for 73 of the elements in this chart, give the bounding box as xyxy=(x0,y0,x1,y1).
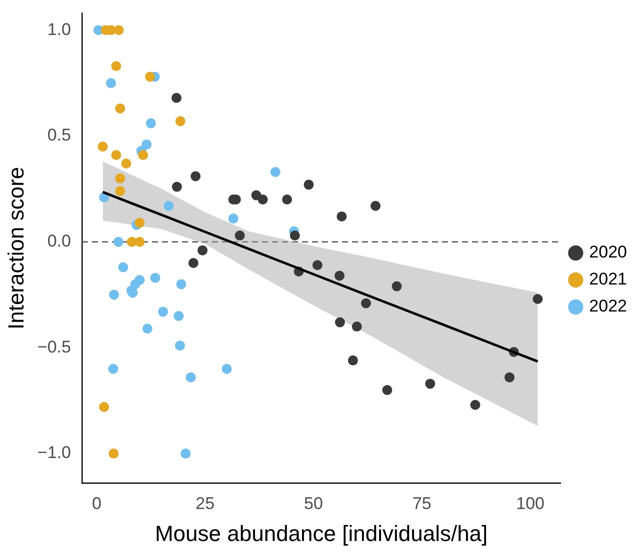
y-tick-label: −1.0 xyxy=(37,443,71,462)
point xyxy=(382,385,392,396)
point xyxy=(532,294,543,304)
y-tick-label: 0.5 xyxy=(47,126,71,145)
point xyxy=(134,218,145,228)
point xyxy=(150,272,160,283)
point xyxy=(115,173,126,184)
point xyxy=(270,166,280,177)
point xyxy=(174,310,184,321)
legend-label: 2021 xyxy=(589,270,628,289)
x-axis-title: Mouse abundance [individuals/ha] xyxy=(154,520,488,546)
point xyxy=(99,402,110,412)
point xyxy=(222,364,232,374)
point xyxy=(258,194,268,205)
point xyxy=(175,116,186,126)
point xyxy=(108,364,118,374)
x-tick-label: 50 xyxy=(304,494,323,514)
point xyxy=(228,214,238,224)
y-axis-title: Interaction score xyxy=(3,166,28,330)
point xyxy=(425,378,436,389)
point xyxy=(111,150,122,160)
y-tick-label: 0.0 xyxy=(47,232,71,251)
point xyxy=(113,236,124,247)
point xyxy=(334,270,345,281)
x-tick-label: 0 xyxy=(92,494,102,514)
point xyxy=(146,118,156,128)
point xyxy=(111,61,122,72)
point xyxy=(142,324,152,334)
point xyxy=(470,400,480,410)
x-tick-label: 25 xyxy=(196,494,215,514)
legend-label: 2022 xyxy=(589,296,628,316)
point xyxy=(134,236,145,247)
point xyxy=(334,317,345,328)
point xyxy=(360,298,371,308)
point xyxy=(176,279,186,290)
y-tick-label: −0.5 xyxy=(37,337,71,356)
point xyxy=(145,72,156,82)
point xyxy=(312,260,322,270)
y-tick-label: 1.0 xyxy=(47,20,71,39)
point xyxy=(290,230,300,240)
point xyxy=(114,25,124,36)
point xyxy=(106,78,116,88)
point xyxy=(348,355,358,366)
point xyxy=(304,180,314,190)
point xyxy=(115,103,126,114)
point xyxy=(121,158,132,169)
point xyxy=(198,245,208,256)
point xyxy=(234,230,245,240)
x-tick-label: 100 xyxy=(516,494,545,514)
point xyxy=(174,340,185,351)
point xyxy=(115,186,126,196)
point xyxy=(109,290,120,300)
point xyxy=(158,306,168,317)
point xyxy=(180,448,191,459)
legend-label: 2020 xyxy=(589,242,628,262)
point xyxy=(98,142,108,152)
point xyxy=(504,372,515,382)
point xyxy=(352,322,362,332)
point xyxy=(108,448,119,459)
point xyxy=(118,262,128,272)
x-tick-label: 75 xyxy=(412,494,432,514)
point xyxy=(370,200,381,211)
point xyxy=(190,171,201,182)
point xyxy=(138,150,148,160)
point xyxy=(282,194,292,205)
point xyxy=(188,258,198,268)
point xyxy=(164,200,174,211)
point xyxy=(142,139,152,150)
point xyxy=(171,92,182,103)
point xyxy=(172,182,182,192)
point xyxy=(336,211,347,222)
point xyxy=(186,372,196,382)
point xyxy=(392,281,402,292)
